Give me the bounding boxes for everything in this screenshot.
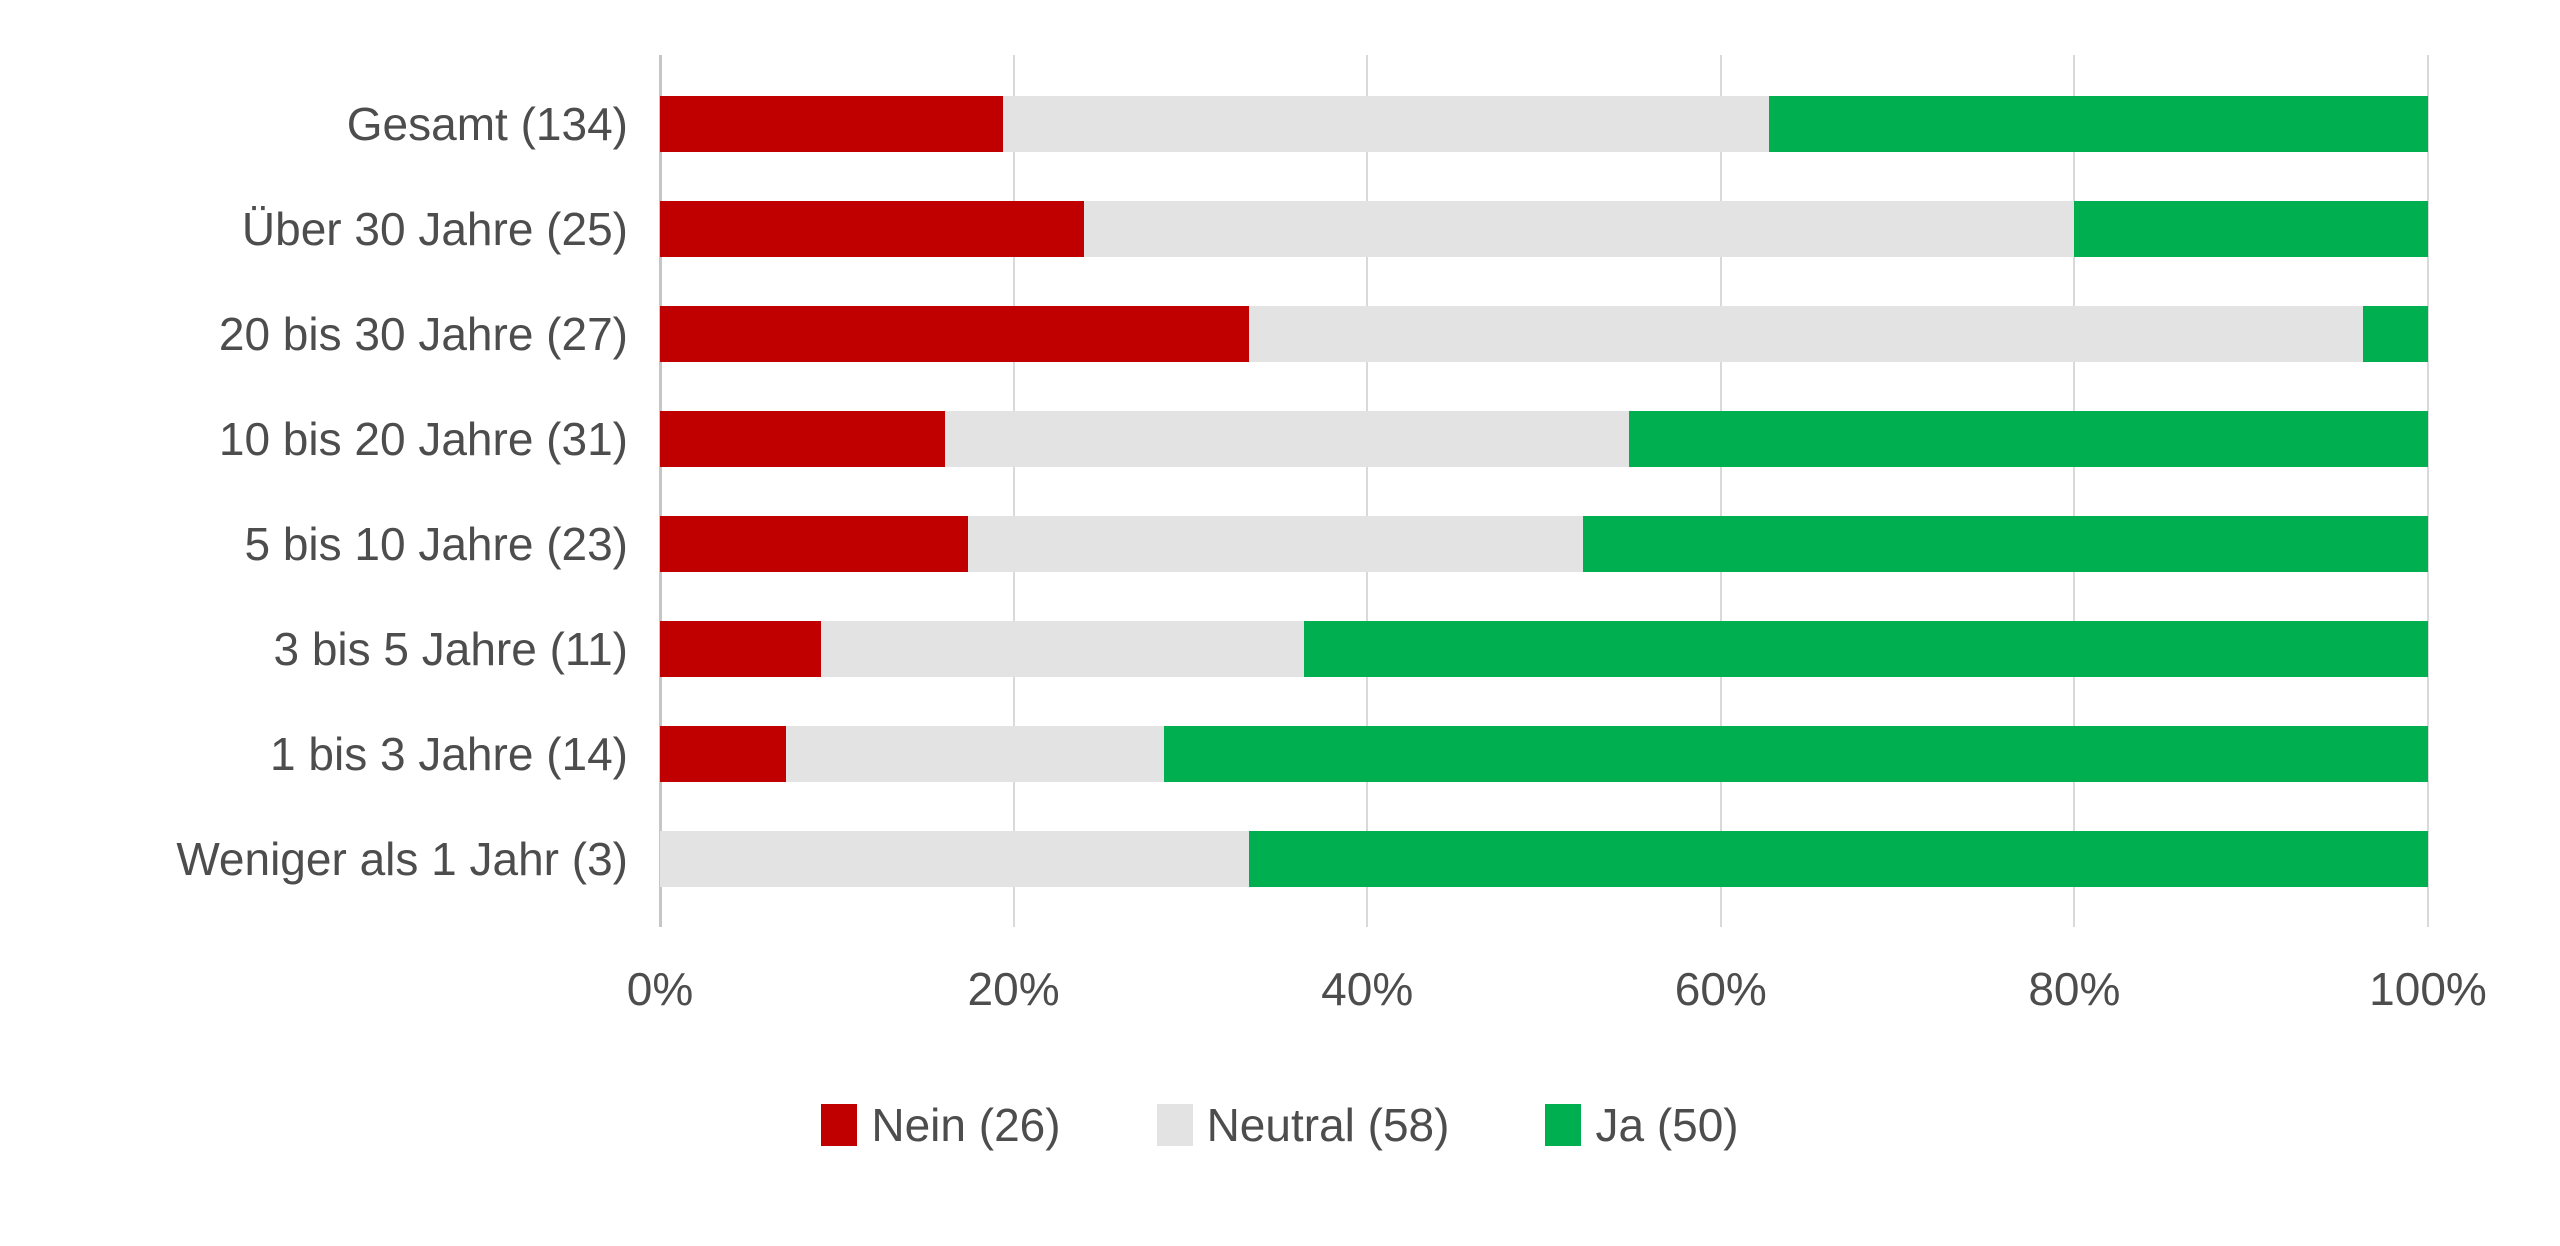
bar-segment-nein [660, 515, 968, 572]
bar-segment-neutral [660, 830, 1249, 887]
legend-item: Nein (26) [821, 1098, 1061, 1152]
bar-segment-ja [2362, 305, 2428, 362]
x-tick-label: 100% [2369, 963, 2487, 1015]
x-tick-label: 0% [626, 963, 694, 1015]
stacked-bar [660, 200, 2428, 257]
gridline [1719, 55, 1722, 927]
bar-row [660, 596, 2428, 701]
x-tick-label: 20% [967, 963, 1060, 1015]
category-label: 20 bis 30 Jahre (27) [218, 307, 628, 360]
stacked-bar [660, 620, 2428, 677]
bar-segment-ja [1303, 620, 2428, 677]
bar-row [660, 386, 2428, 491]
bar-segment-neutral [944, 410, 1629, 467]
gridline [2073, 55, 2076, 927]
stacked-bar [660, 830, 2428, 887]
bar-rows [660, 55, 2428, 927]
bar-segment-ja [1768, 95, 2428, 152]
legend-swatch [821, 1104, 858, 1146]
bar-segment-ja [1248, 830, 2428, 887]
x-tick-label: 40% [1321, 963, 1414, 1015]
bar-row [660, 491, 2428, 596]
x-tick-label: 80% [2028, 963, 2121, 1015]
gridline [2427, 55, 2429, 927]
x-tick-label: 60% [1674, 963, 1767, 1015]
category-axis: Gesamt (134) Über 30 Jahre (25) 20 bis 30 … [0, 55, 644, 927]
bar-segment-nein [660, 410, 945, 467]
legend-swatch [1156, 1104, 1193, 1146]
bar-row [660, 71, 2428, 176]
category-label: 10 bis 20 Jahre (31) [218, 412, 628, 465]
bar-segment-neutral [1084, 200, 2075, 257]
category-label: Gesamt (134) [346, 97, 628, 150]
bar-segment-nein [660, 305, 1249, 362]
bar-row [660, 176, 2428, 281]
category-label: 1 bis 3 Jahre (14) [270, 727, 628, 780]
bar-segment-ja [1582, 515, 2428, 572]
bar-segment-nein [660, 95, 1003, 152]
gridline [1366, 55, 1369, 927]
legend: Nein (26) Neutral (58) Ja (50) [0, 1098, 2560, 1152]
stacked-bar [660, 305, 2428, 362]
bar-segment-ja [1628, 410, 2428, 467]
gridline [1012, 55, 1015, 927]
bar-segment-nein [660, 725, 786, 782]
stacked-bar [660, 725, 2428, 782]
plot-area [659, 55, 2429, 927]
bar-row [660, 701, 2428, 806]
bar-segment-neutral [1248, 305, 2363, 362]
legend-label: Neutral (58) [1206, 1099, 1450, 1151]
bar-segment-nein [660, 200, 1085, 257]
bar-segment-neutral [1002, 95, 1769, 152]
legend-label: Ja (50) [1595, 1099, 1739, 1151]
bar-segment-nein [660, 620, 821, 677]
value-axis: 0% 20% 40% 60% 80% 100% [627, 962, 2487, 1022]
category-label: 5 bis 10 Jahre (23) [244, 517, 628, 570]
bar-segment-neutral [820, 620, 1304, 677]
stacked-bar [660, 95, 2428, 152]
category-label: Weniger als 1 Jahr (3) [176, 832, 628, 885]
legend-swatch [1545, 1104, 1582, 1146]
stacked-bar [660, 515, 2428, 572]
category-label: 3 bis 5 Jahre (11) [273, 622, 628, 675]
legend-item: Ja (50) [1545, 1098, 1739, 1152]
stacked-bar [660, 410, 2428, 467]
bar-segment-ja [2074, 200, 2428, 257]
bar-segment-ja [1163, 725, 2428, 782]
legend-label: Nein (26) [871, 1099, 1061, 1151]
bar-segment-neutral [785, 725, 1164, 782]
bar-segment-neutral [967, 515, 1583, 572]
legend-item: Neutral (58) [1156, 1098, 1450, 1152]
category-label: Über 30 Jahre (25) [241, 202, 628, 255]
axis-line [659, 55, 662, 927]
bar-row [660, 806, 2428, 911]
bar-row [660, 281, 2428, 386]
